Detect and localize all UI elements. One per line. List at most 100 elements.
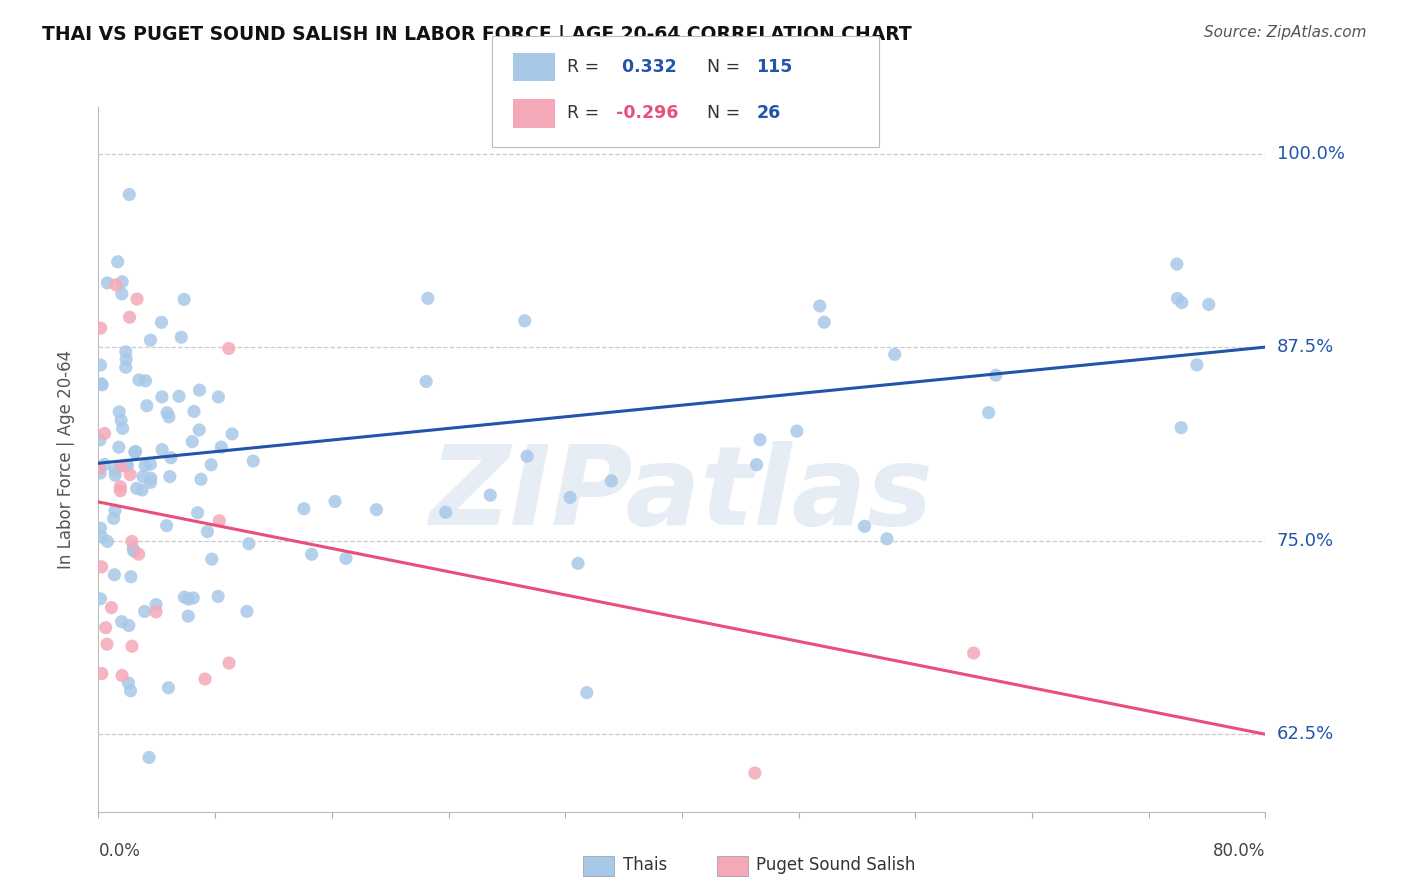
Point [90,559,112,574]
Text: Puget Sound Salish: Puget Sound Salish [756,856,915,874]
Text: 100.0%: 100.0% [1277,145,1344,162]
Point [813,315,835,329]
Point [575,686,598,700]
Point [1185,358,1208,372]
Point [125,292,148,306]
Point [111,615,134,629]
Point [434,505,457,519]
Point [984,368,1007,383]
Point [89,461,111,475]
Point [111,275,134,289]
Point [104,503,127,517]
Point [187,506,209,520]
Text: 0.332: 0.332 [616,58,676,76]
Point [90,376,112,391]
Point [200,458,222,472]
Point [207,590,229,604]
Point [567,557,589,571]
Point [558,491,581,505]
Point [135,399,157,413]
Text: 87.5%: 87.5% [1277,338,1334,356]
Point [962,646,984,660]
Point [90,358,112,372]
Point [89,466,111,480]
Point [120,570,142,584]
Point [103,567,125,582]
Point [110,458,132,473]
Text: 62.5%: 62.5% [1277,725,1334,743]
Point [201,552,224,566]
Point [808,299,831,313]
Point [197,524,219,539]
Point [786,424,808,438]
Text: 26: 26 [756,104,780,122]
Point [177,609,200,624]
Point [107,254,129,268]
Point [150,442,173,457]
Point [111,421,134,435]
Point [139,457,162,471]
Point [1198,297,1220,311]
Point [118,310,141,325]
Text: THAI VS PUGET SOUND SALISH IN LABOR FORCE | AGE 20-64 CORRELATION CHART: THAI VS PUGET SOUND SALISH IN LABOR FORC… [42,25,912,45]
Text: -0.296: -0.296 [616,104,678,122]
Point [150,315,173,329]
Point [134,605,156,619]
Point [883,347,905,361]
Point [118,618,141,632]
Point [111,286,134,301]
Text: 0.0%: 0.0% [98,842,141,860]
Text: R =: R = [567,58,605,76]
Point [100,600,122,615]
Point [91,377,114,392]
Point [108,440,131,454]
Point [117,676,139,690]
Point [115,344,138,359]
Point [96,534,118,549]
Point [516,449,538,463]
Point [977,406,1000,420]
Point [110,483,132,498]
Point [415,375,437,389]
Point [188,423,211,437]
Point [122,544,145,558]
Text: R =: R = [567,104,605,122]
Point [104,277,127,292]
Point [194,672,217,686]
Point [108,405,131,419]
Point [238,536,260,550]
Point [292,501,315,516]
Point [1166,257,1188,271]
Point [117,458,139,473]
Y-axis label: In Labor Force | Age 20-64: In Labor Force | Age 20-64 [56,350,75,569]
Text: N =: N = [707,58,747,76]
Point [125,444,148,458]
Point [150,390,173,404]
Point [479,488,502,502]
Point [181,434,204,449]
Text: N =: N = [707,104,747,122]
Point [135,374,157,388]
Point [876,532,898,546]
Point [208,514,231,528]
Point [323,494,346,508]
Point [111,668,134,682]
Point [89,521,111,535]
Point [170,330,193,344]
Point [242,454,264,468]
Point [110,480,132,494]
Text: ZIPatlas: ZIPatlas [430,442,934,548]
Text: Source: ZipAtlas.com: Source: ZipAtlas.com [1204,25,1367,40]
Text: 75.0%: 75.0% [1277,532,1334,549]
Point [131,483,153,497]
Point [218,656,240,670]
Point [132,469,155,483]
Point [110,413,132,427]
Point [90,530,112,544]
Point [114,360,136,375]
Point [188,383,211,397]
Point [121,534,143,549]
Point [104,463,127,477]
Point [190,472,212,486]
Point [145,605,167,619]
